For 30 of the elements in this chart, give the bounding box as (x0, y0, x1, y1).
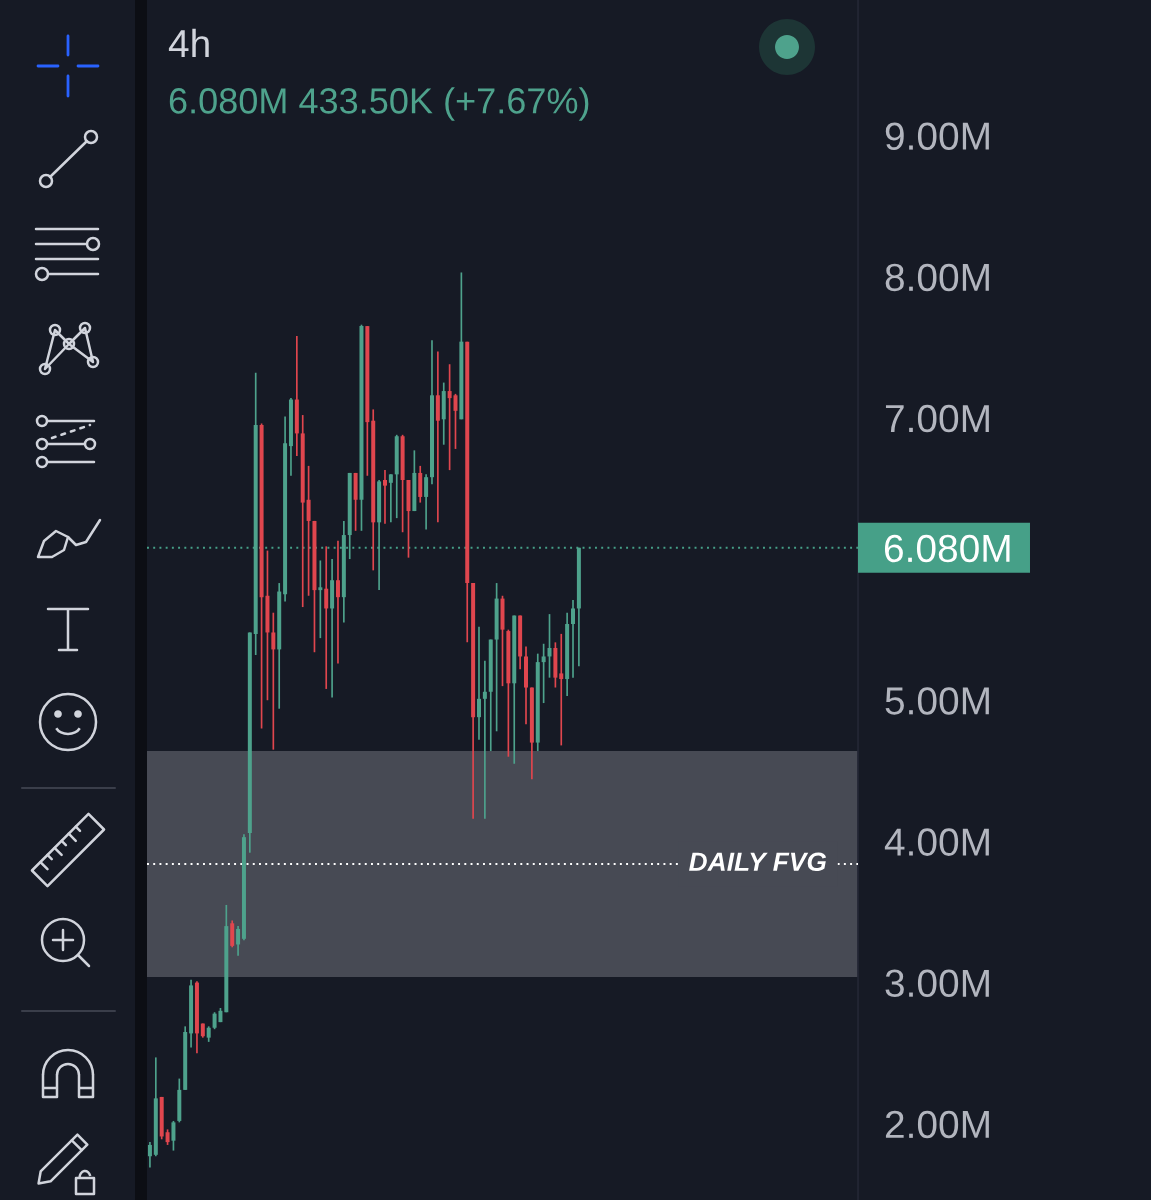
candlestick (424, 473, 429, 531)
candlestick (335, 539, 340, 665)
candlestick (230, 919, 235, 949)
candlestick (477, 625, 481, 741)
candlestick (318, 559, 323, 639)
candlestick (418, 465, 423, 504)
candlestick (482, 659, 487, 820)
annotation: 6.080M 433.50K (+7.67%) (169, 87, 589, 121)
candlestick (388, 473, 393, 524)
y-tick-label: 5.00M (885, 687, 989, 715)
candlestick (306, 465, 311, 597)
candlestick (559, 633, 564, 747)
candlestick (324, 545, 329, 690)
y-tick-label: 7.00M (885, 404, 989, 433)
candlestick (541, 642, 546, 704)
ref-line-label: 6.080M (884, 534, 1010, 563)
text: 4h (168, 28, 209, 58)
y-tick-label: 8.00M (885, 263, 989, 292)
ref-line-label: DAILY FVG (689, 852, 827, 872)
candlestick (147, 1141, 152, 1169)
candlestick (236, 925, 241, 957)
y-tick-label: 3.00M (885, 969, 989, 998)
y-tick-label: 2.00M (885, 1110, 989, 1139)
y-tick-label: 9.00M (885, 122, 989, 150)
y-tick-label: 4.00M (884, 828, 989, 856)
candlestick (271, 611, 276, 751)
candlestick (171, 1120, 176, 1152)
candlestick (547, 613, 552, 679)
candlestick (382, 469, 387, 525)
candlestick (571, 599, 576, 679)
